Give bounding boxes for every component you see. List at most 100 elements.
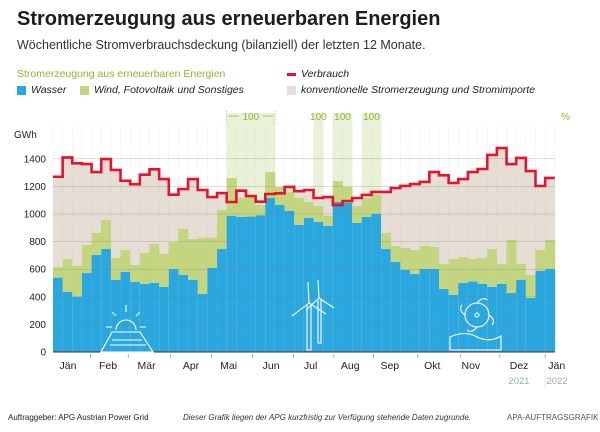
y-tick-label: 1400 <box>24 154 47 165</box>
month-label: Dez <box>510 360 529 372</box>
month-label: Okt <box>424 360 440 372</box>
legend-swatch-conventional <box>287 85 296 95</box>
legend-heading: Stromerzeugung aus erneuerbaren Energien <box>17 68 226 80</box>
full-coverage-label: 100 <box>334 112 351 123</box>
month-label: Jul <box>304 360 317 372</box>
month-label: Mai <box>220 360 237 372</box>
solar-panel-shape <box>100 331 155 353</box>
bar-water <box>506 293 517 352</box>
bar-water <box>130 282 141 352</box>
water-wheel-icon <box>449 298 502 351</box>
water-basin <box>449 332 502 351</box>
bar-conventional <box>53 176 63 352</box>
legend-swatch-consumption <box>287 72 296 76</box>
bar-conventional <box>72 163 83 352</box>
footer-note: Dieser Grafik liegen der APG kurzfristig… <box>183 413 471 422</box>
bar-water <box>361 217 372 352</box>
y-axis-label: GWh <box>14 130 37 141</box>
month-label: Aug <box>341 360 360 372</box>
solar-panel-icon <box>100 305 155 353</box>
sun-rays <box>106 305 146 328</box>
bar-water <box>217 249 227 352</box>
bar-water <box>226 215 237 352</box>
bar-water <box>419 269 430 352</box>
sun-shape <box>115 319 137 331</box>
month-label: Sep <box>380 360 399 372</box>
bar-water <box>91 254 102 352</box>
bar-water <box>178 274 189 352</box>
legend-item-water: Wasser <box>17 84 66 96</box>
bar-water <box>458 283 469 352</box>
consumption-line <box>53 146 555 207</box>
bar-water <box>149 283 160 352</box>
bar-water <box>323 226 334 352</box>
full-coverage-label: 100 <box>242 112 259 123</box>
month-label: Jän <box>548 360 565 372</box>
y-tick-label: 600 <box>29 265 46 276</box>
bar-water <box>284 210 295 352</box>
year-label: 2021 <box>508 376 529 387</box>
bar-conventional <box>525 171 536 352</box>
bar-water <box>410 274 420 352</box>
bar-water <box>381 249 392 352</box>
bar-water <box>352 222 363 352</box>
full-coverage-label: 100 <box>363 112 380 123</box>
bar-water <box>53 277 63 352</box>
y-tick-label: 400 <box>29 292 46 303</box>
bar-water <box>477 283 488 352</box>
bar-water <box>236 217 247 352</box>
full-coverage-label: 100 <box>310 112 327 123</box>
bar-water <box>303 218 314 352</box>
bar-water <box>371 214 382 352</box>
bar-water <box>255 215 266 352</box>
bar-water <box>81 273 92 352</box>
bar-water <box>439 289 449 352</box>
legend-label-consumption: Verbrauch <box>301 68 350 80</box>
footer-credit: APA-AUFTRAGSGRAFIK <box>507 413 599 422</box>
month-label: Nov <box>462 360 481 372</box>
bar-water <box>342 202 353 352</box>
bar-water <box>188 279 199 352</box>
bar-water <box>448 295 459 352</box>
wind-turbine-icon <box>291 279 335 351</box>
year-label: 2022 <box>546 376 567 387</box>
bar-water <box>467 281 478 352</box>
solar-panel-lines <box>110 339 146 346</box>
legend-item-wind: Wind, Fotovoltaik und Sonstiges <box>80 84 244 96</box>
bar-water <box>197 294 208 352</box>
y-tick-label: 1000 <box>24 210 47 221</box>
legend-swatch-wind <box>80 85 89 95</box>
footer-client: Auftraggeber: APG Austrian Power Grid <box>8 413 149 422</box>
legend-label-water: Wasser <box>31 84 67 96</box>
chart-title: Stromerzeugung aus erneuerbaren Energien <box>17 8 441 30</box>
legend-item-conventional: konventionelle Stromerzeugung und Stromi… <box>287 84 535 96</box>
month-label: Apr <box>183 360 200 372</box>
month-label: Mär <box>138 360 157 372</box>
bar-water <box>429 269 440 352</box>
bar-conventional <box>439 175 449 352</box>
bar-water <box>139 283 150 352</box>
percent-label: % <box>561 112 570 123</box>
bar-water <box>390 262 401 352</box>
turbine-blades <box>291 279 335 317</box>
bar-water <box>168 269 179 352</box>
bar-conventional <box>496 148 507 352</box>
bar-water <box>207 267 218 352</box>
legend-label-wind: Wind, Fotovoltaik und Sonstiges <box>94 84 244 96</box>
chart-subtitle: Wöchentliche Stromverbrauchsdeckung (bil… <box>17 38 426 52</box>
legend-swatch-water <box>17 85 26 95</box>
month-label: Jän <box>59 360 76 372</box>
bar-conventional <box>516 157 527 352</box>
bar-water <box>274 205 285 352</box>
legend-label-conventional: konventionelle Stromerzeugung und Stromi… <box>301 84 536 96</box>
bar-water <box>535 270 546 352</box>
bar-water <box>265 197 276 352</box>
bar-water <box>332 201 343 352</box>
y-tick-label: 0 <box>40 348 46 359</box>
bar-conventional <box>62 157 73 352</box>
y-tick-label: 200 <box>29 320 46 331</box>
month-label: Jun <box>263 360 280 372</box>
bar-water <box>496 283 507 352</box>
